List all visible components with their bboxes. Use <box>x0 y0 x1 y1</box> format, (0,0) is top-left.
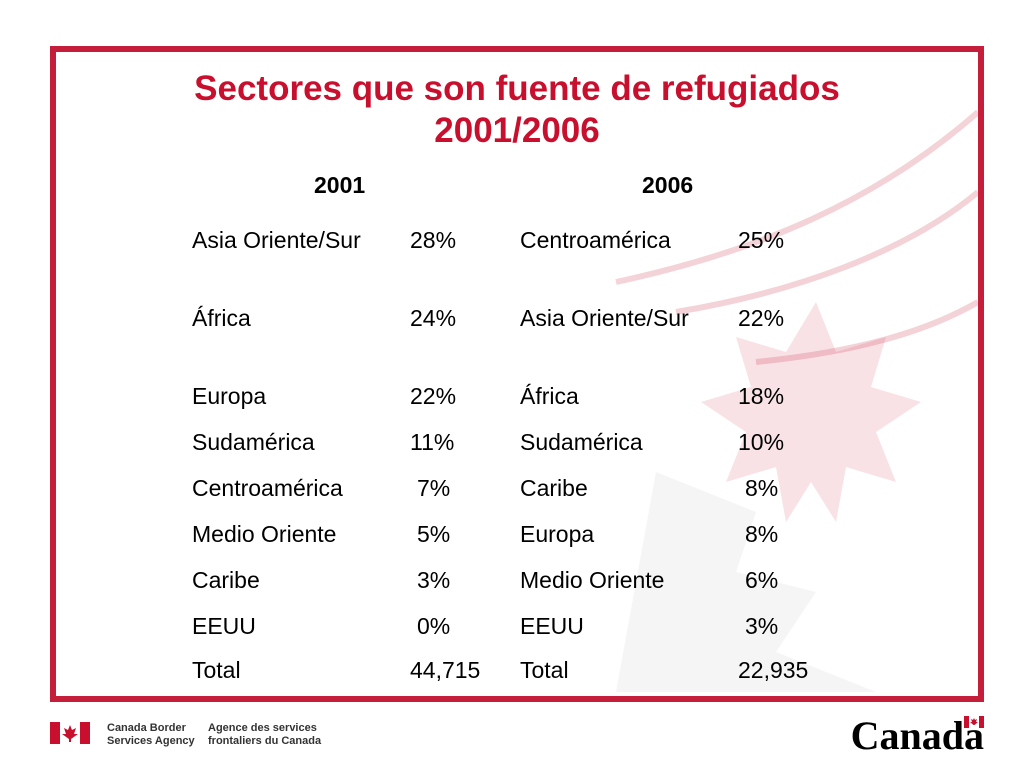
percent-2006: 8% <box>745 475 779 501</box>
region-2006: Caribe <box>520 475 588 501</box>
region-2001: Europa <box>192 383 267 409</box>
region-2006: Sudamérica <box>520 429 643 455</box>
region-2001: Caribe <box>192 567 260 593</box>
percent-2001: 3% <box>417 567 451 593</box>
canada-flag-icon <box>50 722 90 744</box>
table-row: Asia Oriente/Sur <box>520 302 690 335</box>
region-2006: EEUU <box>520 613 584 639</box>
region-2006: Asia Oriente/Sur <box>520 305 689 331</box>
percent-2001: 24% <box>410 305 457 331</box>
percent-2006-total: 22,935 <box>738 657 809 683</box>
percent-2006: 6% <box>745 567 779 593</box>
percent-2001: 0% <box>417 613 451 639</box>
percent-2001: 28% <box>410 227 457 253</box>
region-2006: Centroamérica <box>520 227 671 253</box>
region-2006-total: Total <box>520 657 569 683</box>
agency-name-english: Canada Border Services Agency <box>107 722 195 747</box>
table-row: Asia Oriente/Sur <box>192 224 362 257</box>
percent-2001-total: 44,715 <box>410 657 481 683</box>
slide-title: Sectores que son fuente de refugiados 20… <box>56 68 978 152</box>
canada-wordmark: Canada <box>850 713 984 758</box>
title-line-2: 2001/2006 <box>434 111 600 150</box>
region-2001: África <box>192 305 251 331</box>
region-2001: Centroamérica <box>192 475 343 501</box>
percent-2006: 22% <box>738 305 785 331</box>
maple-leaf-watermark-icon <box>615 109 978 692</box>
column-header-2006: 2006 <box>642 172 694 198</box>
column-header-2001: 2001 <box>314 172 366 198</box>
title-line-1: Sectores que son fuente de refugiados <box>194 69 840 108</box>
percent-2001: 7% <box>417 475 451 501</box>
percent-2006: 3% <box>745 613 779 639</box>
footer: Canada Border Services Agency Agence des… <box>0 702 1024 768</box>
percent-2006: 18% <box>738 383 785 409</box>
region-2006: Medio Oriente <box>520 567 665 593</box>
percent-2001: 5% <box>417 521 451 547</box>
region-2001: Medio Oriente <box>192 521 337 547</box>
region-2001: EEUU <box>192 613 256 639</box>
agency-name-french: Agence des services frontaliers du Canad… <box>208 722 322 747</box>
region-2001: Sudamérica <box>192 429 315 455</box>
slide-frame: Sectores que son fuente de refugiados 20… <box>50 46 984 702</box>
region-2001-total: Total <box>192 657 241 683</box>
percent-2006: 10% <box>738 429 785 455</box>
region-2001: Asia Oriente/Sur <box>192 227 361 253</box>
percent-2001: 22% <box>410 383 457 409</box>
percent-2006: 25% <box>738 227 785 253</box>
region-2006: Europa <box>520 521 595 547</box>
percent-2006: 8% <box>745 521 779 547</box>
percent-2001: 11% <box>410 429 455 455</box>
wordmark-flag-icon <box>964 716 984 728</box>
region-2006: África <box>520 383 579 409</box>
